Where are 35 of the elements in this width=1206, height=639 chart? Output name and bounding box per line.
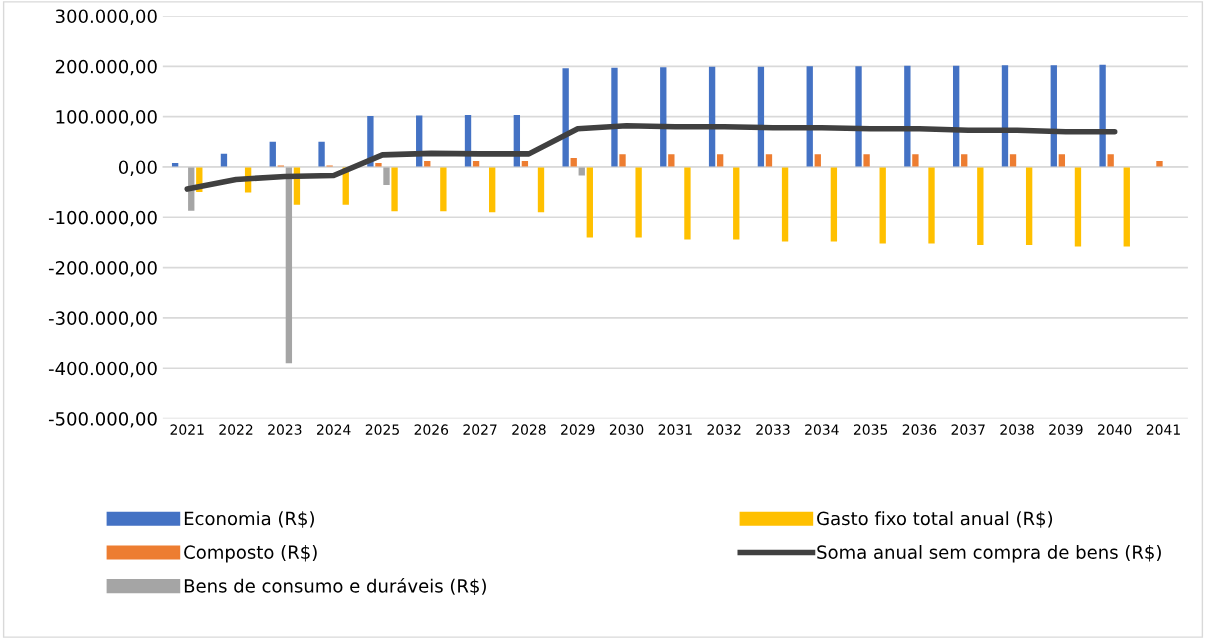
x-tick-label: 2039 xyxy=(1049,424,1083,435)
x-tick-label: 2023 xyxy=(268,424,302,435)
x-tick-label: 2021 xyxy=(170,424,204,435)
y-tick-label: -200.000,00 xyxy=(48,261,157,277)
legend-label: Economia (R$) xyxy=(184,511,314,528)
x-tick-label: 2034 xyxy=(805,424,839,435)
y-tick-label: -300.000,00 xyxy=(48,311,157,327)
x-tick-label: 2036 xyxy=(902,424,937,435)
x-tick-label: 2024 xyxy=(317,424,351,435)
y-tick-label: -100.000,00 xyxy=(48,210,157,227)
x-tick-label: 2032 xyxy=(707,424,741,435)
y-tick-label: 0,00 xyxy=(118,160,157,176)
x-tick-label: 2037 xyxy=(951,424,985,435)
y-tick-label: -500.000,00 xyxy=(48,412,157,428)
x-tick-label: 2038 xyxy=(1000,424,1034,435)
y-tick-label: 300.000,00 xyxy=(55,9,157,25)
legend-label: Soma anual sem compra de bens (R$) xyxy=(817,545,1161,563)
y-tick-label: 200.000,00 xyxy=(55,59,157,76)
x-tick-label: 2041 xyxy=(1146,424,1180,435)
y-tick-label: 100.000,00 xyxy=(56,110,157,126)
x-tick-label: 2033 xyxy=(756,424,790,435)
x-tick-label: 2025 xyxy=(365,424,399,435)
legend-label: Bens de consumo e duráveis (R$) xyxy=(184,578,486,596)
x-tick-label: 2040 xyxy=(1098,424,1132,435)
x-tick-label: 2026 xyxy=(414,424,449,435)
x-tick-label: 2030 xyxy=(609,424,644,435)
x-tick-label: 2031 xyxy=(658,424,692,435)
x-tick-label: 2027 xyxy=(463,424,497,435)
x-tick-label: 2035 xyxy=(853,424,888,435)
x-tick-label: 2029 xyxy=(561,424,595,435)
x-tick-label: 2022 xyxy=(219,424,253,435)
legend-label: Gasto fixo total anual (R$) xyxy=(817,511,1053,528)
legend-label: Composto (R$) xyxy=(184,545,317,563)
x-tick-label: 2028 xyxy=(512,424,546,435)
y-tick-label: -400.000,00 xyxy=(48,361,157,378)
